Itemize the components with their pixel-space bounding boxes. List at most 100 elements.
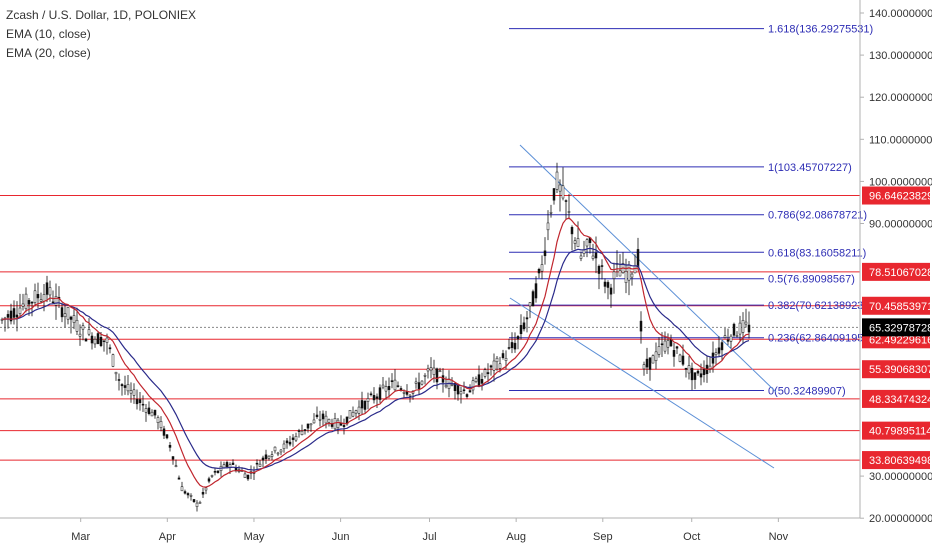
- candle-body: [648, 357, 652, 370]
- candle-body: [477, 374, 481, 387]
- candle-body: [702, 369, 706, 375]
- candle-body: [474, 378, 478, 382]
- candle-body: [612, 271, 616, 279]
- y-tick-label: 140.00000000: [869, 8, 932, 20]
- candle-body: [537, 268, 541, 274]
- candle-body: [513, 342, 517, 350]
- candle-body: [456, 385, 460, 395]
- candle-body: [390, 380, 394, 383]
- candle-body: [81, 325, 85, 330]
- candle-body: [294, 436, 298, 441]
- candle-body: [216, 470, 220, 473]
- candle-body: [651, 355, 655, 364]
- fib-label: 1(103.45707227): [768, 162, 852, 174]
- symbol-title: Zcash / U.S. Dollar, 1D, POLONIEX: [6, 8, 197, 22]
- candle-body: [312, 419, 316, 424]
- candle-body: [141, 403, 145, 406]
- candle-body: [201, 492, 205, 495]
- candle-body: [342, 425, 346, 427]
- candle-body: [87, 329, 91, 335]
- candle-body: [699, 373, 703, 378]
- candle-body: [432, 367, 436, 375]
- candle-body: [24, 293, 28, 309]
- candle-body: [135, 399, 139, 405]
- candle-body: [489, 365, 493, 368]
- candle-body: [282, 443, 286, 449]
- candle-body: [522, 322, 526, 330]
- candle-body: [504, 358, 508, 361]
- candle-body: [627, 264, 631, 281]
- candle-body: [480, 379, 484, 384]
- candle-body: [570, 226, 574, 235]
- candle-body: [30, 301, 34, 304]
- candle-body: [21, 303, 25, 307]
- candle-body: [129, 390, 133, 394]
- candle-body: [66, 307, 70, 320]
- candle-body: [96, 333, 100, 345]
- candle-body: [105, 337, 109, 343]
- candle-body: [168, 444, 172, 448]
- candle-body: [165, 434, 169, 439]
- candle-body: [618, 270, 622, 277]
- candle-body: [210, 475, 214, 477]
- candle-body: [708, 365, 712, 370]
- candle-body: [6, 314, 10, 318]
- candle-body: [483, 369, 487, 377]
- candle-body: [225, 462, 229, 468]
- candle-body: [720, 342, 724, 351]
- candle-body: [171, 456, 175, 460]
- candle-body: [297, 430, 301, 432]
- candle-body: [414, 381, 418, 384]
- candle-body: [33, 290, 37, 303]
- candle-body: [387, 386, 391, 390]
- candle-body: [84, 338, 88, 342]
- candle-body: [198, 502, 202, 504]
- candle-body: [144, 408, 148, 413]
- candle-body: [600, 265, 604, 267]
- ema10-line: [1, 217, 750, 488]
- candle-body: [507, 347, 511, 349]
- x-tick-label: May: [244, 531, 265, 543]
- candle-body: [375, 396, 379, 399]
- level-badge: [862, 421, 930, 440]
- candle-body: [717, 347, 721, 354]
- candle-body: [99, 337, 103, 346]
- candle-body: [675, 346, 679, 349]
- candle-body: [690, 367, 694, 381]
- candle-body: [195, 502, 199, 507]
- ema10-legend: EMA (10, close): [6, 27, 91, 41]
- candle-body: [381, 384, 385, 388]
- candle-body: [444, 385, 448, 388]
- candle-body: [384, 386, 388, 392]
- candle-body: [300, 430, 304, 436]
- candle-body: [51, 301, 55, 304]
- candle-body: [378, 387, 382, 400]
- candle-body: [231, 462, 235, 465]
- candle-body: [117, 379, 121, 381]
- fibonacci-levels: 1.618(136.29275531) 1(103.45707227) 0.786(…: [509, 24, 873, 398]
- candle-body: [348, 409, 352, 419]
- candle-body: [540, 264, 544, 272]
- candle-body: [543, 250, 547, 257]
- candle-body: [639, 320, 643, 332]
- candle-body: [102, 340, 106, 342]
- candle-body: [72, 315, 76, 323]
- candle-body: [561, 185, 565, 199]
- candle-body: [732, 323, 736, 336]
- x-tick-label: Jun: [332, 531, 350, 543]
- candle-body: [510, 342, 514, 349]
- candle-body: [126, 384, 130, 392]
- candle-body: [207, 478, 211, 482]
- candle-body: [9, 310, 13, 322]
- chart-legend: Zcash / U.S. Dollar, 1D, POLONIEX EMA (1…: [6, 6, 196, 63]
- candle-body: [114, 371, 118, 375]
- candle-body: [660, 343, 664, 346]
- candle-body: [192, 499, 196, 503]
- candle-body: [450, 384, 454, 386]
- candle-body: [585, 239, 589, 247]
- candle-body: [369, 393, 373, 396]
- level-badge: [862, 389, 930, 408]
- candle-body: [36, 294, 40, 299]
- candle-body: [642, 364, 646, 370]
